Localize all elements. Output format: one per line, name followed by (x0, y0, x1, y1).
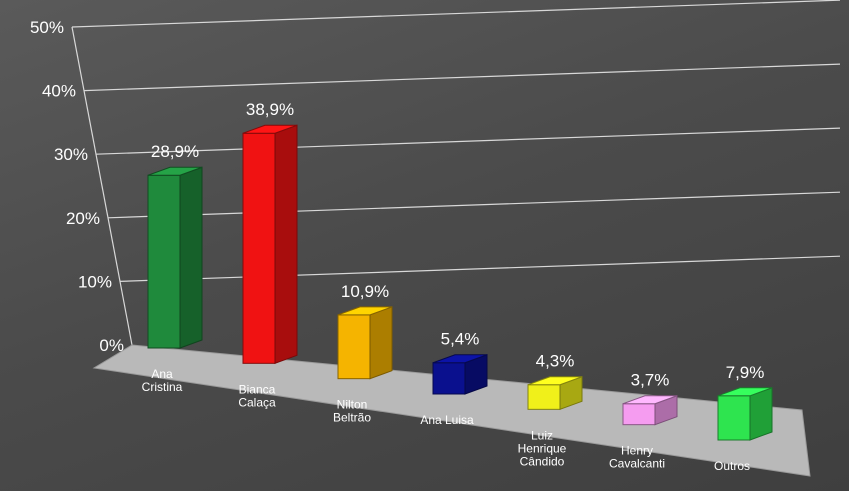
bars (147, 124, 773, 441)
gridline (95, 127, 841, 155)
category-label: Nilton (337, 398, 368, 412)
gridline (107, 191, 841, 219)
bar-top-face (622, 395, 678, 405)
bar-front-face (432, 362, 466, 395)
y-tick-label: 0% (99, 336, 124, 355)
data-label: 10,9% (341, 282, 389, 301)
category-label: Cavalcanti (609, 457, 665, 471)
bar-top-face (717, 387, 773, 397)
bar (622, 395, 678, 426)
gridline (83, 63, 841, 92)
category-label: Outros (714, 459, 750, 473)
y-tick-label: 40% (42, 82, 76, 101)
bar-side-face (274, 124, 298, 365)
category-label: Cristina (142, 380, 183, 394)
category-label: Beltrão (333, 411, 371, 425)
y-axis: 0% 10% 20% 30% 40% 50% (30, 18, 124, 355)
category-label: Henrique (518, 441, 567, 455)
bar-side-face (749, 387, 773, 441)
category-label: Ana Luisa (420, 413, 474, 427)
bar-front-face (527, 384, 561, 410)
bar-top-face (432, 354, 488, 364)
data-label: 28,9% (151, 142, 199, 161)
bar-front-face (337, 314, 371, 380)
y-tick-label: 20% (66, 209, 100, 228)
bar (717, 387, 773, 441)
bar (147, 166, 203, 349)
data-labels: 28,9% 38,9% 10,9% 5,4% 4,3% 3,7% 7,9% (151, 100, 764, 389)
bar (242, 124, 298, 365)
gridline (71, 0, 841, 28)
category-label: Cândido (520, 454, 565, 468)
data-label: 4,3% (536, 352, 575, 371)
data-label: 5,4% (441, 330, 480, 349)
bar-side-face (369, 306, 393, 380)
data-label: 3,7% (631, 371, 670, 390)
bar (527, 376, 583, 411)
gridline (119, 255, 841, 282)
bar (337, 306, 393, 380)
bar-top-face (527, 376, 583, 386)
bar-front-face (242, 132, 276, 364)
y-axis-line (71, 26, 133, 346)
category-label: Henry (621, 444, 653, 458)
bar-top-face (147, 166, 203, 176)
category-label: Calaça (238, 395, 276, 409)
bar (432, 354, 488, 395)
data-label: 7,9% (726, 363, 765, 382)
y-tick-label: 30% (54, 145, 88, 164)
bar-front-face (147, 174, 181, 349)
data-label: 38,9% (246, 100, 294, 119)
y-tick-label: 50% (30, 18, 64, 37)
y-tick-label: 10% (78, 272, 112, 291)
category-label: Luiz (531, 428, 553, 442)
gridlines (71, 0, 841, 346)
bar-top-face (242, 124, 298, 134)
bar-top-face (337, 306, 393, 316)
bar-front-face (717, 395, 751, 441)
bar-side-face (179, 166, 203, 349)
bar-front-face (622, 403, 656, 426)
category-label: Bianca (239, 382, 276, 396)
category-label: Ana (151, 367, 173, 381)
